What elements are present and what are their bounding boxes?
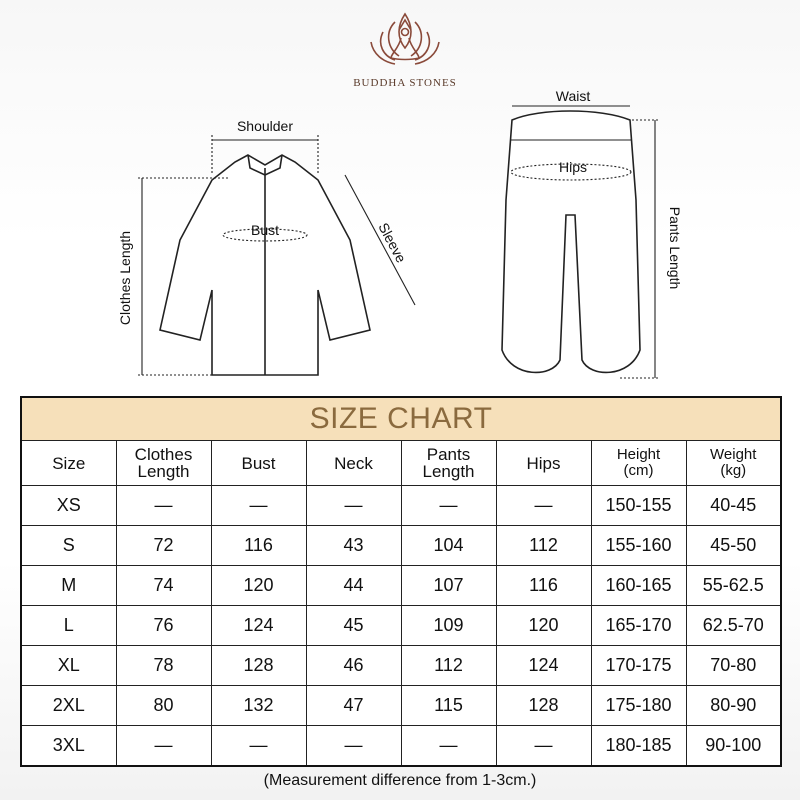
table-cell: 62.5-70: [685, 605, 782, 646]
table-cell: 40-45: [685, 485, 782, 526]
table-cell: L: [20, 605, 117, 646]
table-cell: —: [115, 725, 212, 767]
table-cell: 45-50: [685, 525, 782, 566]
table-cell: 128: [210, 645, 307, 686]
table-cell: 115: [400, 685, 497, 726]
column-header: Hips: [495, 440, 592, 486]
table-cell: 80-90: [685, 685, 782, 726]
table-cell: 76: [115, 605, 212, 646]
table-cell: 124: [495, 645, 592, 686]
brand-logo: BUDDHA STONES: [340, 8, 470, 89]
table-cell: 128: [495, 685, 592, 726]
column-header: Neck: [305, 440, 402, 486]
table-cell: 150-155: [590, 485, 687, 526]
pants-outline: [501, 110, 641, 374]
header-line-2: (kg): [720, 462, 747, 479]
column-header: Pants Length: [400, 440, 497, 486]
size-chart-title: SIZE CHART: [20, 396, 782, 441]
header-line-1: Neck: [334, 453, 373, 473]
table-cell: 45: [305, 605, 402, 646]
table-cell: 44: [305, 565, 402, 606]
table-cell: 116: [495, 565, 592, 606]
table-cell: 155-160: [590, 525, 687, 566]
size-chart-table: SIZE CHART Size Clothes Length Bust Neck Pant…: [20, 396, 782, 767]
table-cell: 90-100: [685, 725, 782, 767]
header-line-1: Pants: [426, 445, 471, 464]
measurement-note: (Measurement difference from 1-3cm.): [263, 772, 537, 789]
table-row: 2XL 80 132 47 115 128 175-180 80-90: [20, 685, 782, 726]
table-cell: 43: [305, 525, 402, 566]
table-cell: 47: [305, 685, 402, 726]
table-cell: 80: [115, 685, 212, 726]
table-cell: 74: [115, 565, 212, 606]
table-cell: 170-175: [590, 645, 687, 686]
table-cell: 160-165: [590, 565, 687, 606]
header-line-1: Size: [52, 453, 86, 473]
table-cell: 112: [495, 525, 592, 566]
table-row: XL 78 128 46 112 124 170-175 70-80: [20, 645, 782, 686]
table-cell: 132: [210, 685, 307, 726]
table-cell: —: [305, 485, 402, 526]
table-header-row: Size Clothes Length Bust Neck Pants Length Hips…: [20, 440, 782, 486]
bust-label: Bust: [251, 222, 279, 238]
table-cell: 112: [400, 645, 497, 686]
table-cell: —: [115, 485, 212, 526]
hips-label: Hips: [559, 159, 587, 175]
header-line-1: Bust: [241, 453, 276, 473]
column-header: Clothes Length: [115, 440, 212, 486]
clothes-length-label: Clothes Length: [117, 231, 133, 325]
table-cell: 165-170: [590, 605, 687, 646]
table-row: XS — — — — —150-155 40-45: [20, 485, 782, 526]
brand-name: BUDDHA STONES: [353, 77, 457, 89]
table-cell: —: [210, 485, 307, 526]
table-cell: 180-185: [590, 725, 687, 767]
column-header: Bust: [210, 440, 307, 486]
table-cell: XL: [20, 645, 117, 686]
table-cell: S: [20, 525, 117, 566]
shoulder-label: Shoulder: [237, 118, 293, 134]
lotus-meditation-icon: [370, 12, 440, 65]
table-cell: 109: [400, 605, 497, 646]
table-cell: 70-80: [685, 645, 782, 686]
table-cell: —: [400, 725, 497, 767]
table-cell: —: [495, 725, 592, 767]
table-cell: 175-180: [590, 685, 687, 726]
table-row: S 72 116 43 104 112 155-160 45-50: [20, 525, 782, 566]
table-row: 3XL — — — — —180-185 90-100: [20, 725, 782, 767]
table-cell: 78: [115, 645, 212, 686]
table-cell: XS: [20, 485, 117, 526]
table-cell: —: [400, 485, 497, 526]
table-row: L 76 124 45 109 120 165-170 62.5-70: [20, 605, 782, 646]
pants-length-label: Pants Length: [667, 207, 683, 290]
column-header: Weight (kg): [685, 440, 782, 486]
table-cell: 120: [495, 605, 592, 646]
header-line-1: Clothes: [134, 445, 193, 464]
table-cell: —: [305, 725, 402, 767]
table-cell: M: [20, 565, 117, 606]
column-header: Height (cm): [590, 440, 687, 486]
header-line-1: Hips: [526, 453, 561, 473]
header-line-1: Height: [616, 446, 661, 463]
column-header: Size: [20, 440, 117, 486]
table-cell: 72: [115, 525, 212, 566]
table-cell: 107: [400, 565, 497, 606]
sleeve-label: Sleeve: [375, 220, 409, 265]
table-cell: 104: [400, 525, 497, 566]
header-line-2: (cm): [623, 462, 654, 479]
table-cell: 124: [210, 605, 307, 646]
table-cell: 3XL: [20, 725, 117, 767]
table-cell: 2XL: [20, 685, 117, 726]
header-line-2: Length: [137, 462, 190, 481]
table-cell: 120: [210, 565, 307, 606]
table-cell: —: [210, 725, 307, 767]
table-cell: 46: [305, 645, 402, 686]
header-line-2: Length: [422, 462, 475, 481]
table-row: M 74 120 44 107 116 160-165 55-62.5: [20, 565, 782, 606]
table-cell: 55-62.5: [685, 565, 782, 606]
waist-label: Waist: [556, 88, 591, 104]
header-line-1: Weight: [710, 446, 757, 463]
table-cell: —: [495, 485, 592, 526]
garment-diagram: Shoulder Bust Sleeve Clothes Length Wais…: [117, 88, 683, 379]
table-cell: 116: [210, 525, 307, 566]
